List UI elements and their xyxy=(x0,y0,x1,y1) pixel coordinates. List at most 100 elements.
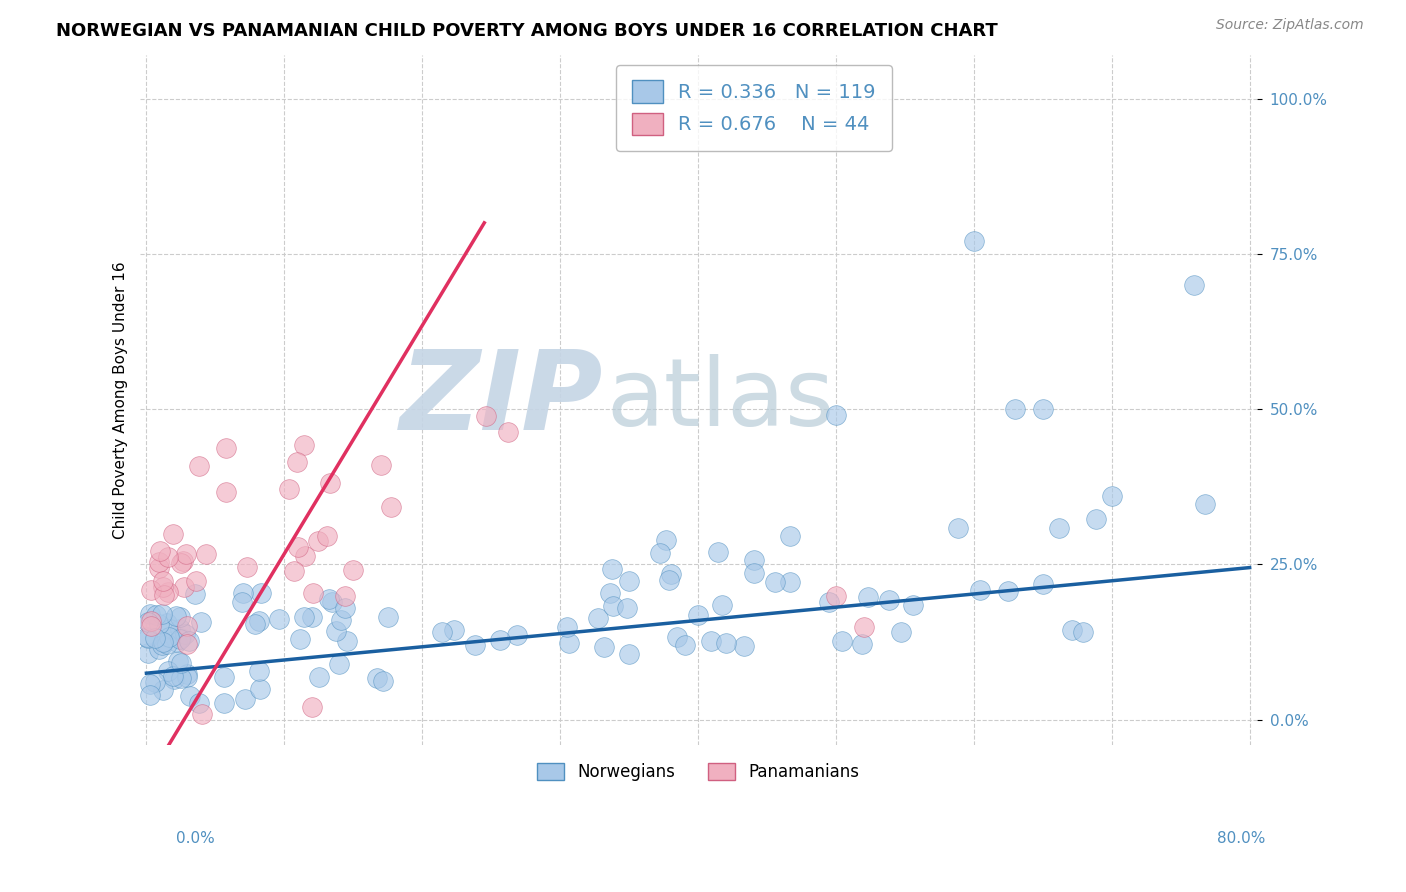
Point xyxy=(186,574,208,588)
Point xyxy=(156,615,179,630)
Point xyxy=(779,529,801,543)
Point xyxy=(659,567,682,582)
Point xyxy=(247,664,270,678)
Point xyxy=(152,635,174,649)
Point xyxy=(145,607,167,622)
Point xyxy=(851,638,873,652)
Text: 0.0%: 0.0% xyxy=(176,831,215,846)
Point xyxy=(159,622,181,636)
Point xyxy=(141,618,163,632)
Point xyxy=(247,614,270,628)
Point xyxy=(148,561,170,575)
Point xyxy=(176,670,198,684)
Point xyxy=(292,437,315,451)
Point xyxy=(157,630,180,644)
Point xyxy=(301,700,323,714)
Point xyxy=(170,671,193,685)
Point xyxy=(148,555,170,569)
Point xyxy=(328,657,350,671)
Point xyxy=(167,654,190,668)
Point xyxy=(329,613,352,627)
Point xyxy=(505,628,527,642)
Point xyxy=(380,500,402,514)
Legend: Norwegians, Panamanians: Norwegians, Panamanians xyxy=(530,756,866,788)
Point xyxy=(825,589,848,603)
Point xyxy=(287,540,309,554)
Point xyxy=(877,593,900,607)
Point xyxy=(267,612,290,626)
Point xyxy=(321,595,343,609)
Point xyxy=(370,458,392,473)
Point xyxy=(301,609,323,624)
Point xyxy=(619,648,641,662)
Point xyxy=(818,595,841,609)
Point xyxy=(666,630,689,644)
Point xyxy=(342,563,364,577)
Point xyxy=(152,607,174,621)
Point xyxy=(184,587,207,601)
Point xyxy=(285,455,308,469)
Point xyxy=(288,632,311,646)
Point xyxy=(190,706,212,721)
Point xyxy=(153,588,176,602)
Point xyxy=(946,521,969,535)
Point xyxy=(686,607,709,622)
Point xyxy=(443,623,465,637)
Point xyxy=(187,458,209,473)
Point xyxy=(655,533,678,548)
Point xyxy=(901,598,924,612)
Point xyxy=(139,677,162,691)
Point xyxy=(1071,624,1094,639)
Point xyxy=(169,610,191,624)
Point xyxy=(212,670,235,684)
Point xyxy=(139,582,162,597)
Point xyxy=(148,642,170,657)
Point xyxy=(593,640,616,654)
Point xyxy=(336,634,359,648)
Point xyxy=(249,585,271,599)
Point xyxy=(157,664,180,678)
Point xyxy=(1004,402,1026,417)
Point xyxy=(173,627,195,641)
Point xyxy=(139,688,162,702)
Point xyxy=(742,553,765,567)
Point xyxy=(1047,521,1070,535)
Point xyxy=(135,630,157,644)
Point xyxy=(214,696,236,710)
Point xyxy=(157,585,180,599)
Point xyxy=(294,549,316,564)
Point xyxy=(1062,624,1084,638)
Point xyxy=(377,610,399,624)
Point xyxy=(292,610,315,624)
Point xyxy=(149,544,172,558)
Point xyxy=(742,566,765,580)
Point xyxy=(616,601,638,615)
Point xyxy=(825,409,848,423)
Text: NORWEGIAN VS PANAMANIAN CHILD POVERTY AMONG BOYS UNDER 16 CORRELATION CHART: NORWEGIAN VS PANAMANIAN CHILD POVERTY AM… xyxy=(56,22,998,40)
Point xyxy=(464,638,486,652)
Point xyxy=(172,554,194,568)
Point xyxy=(1184,277,1206,292)
Point xyxy=(152,683,174,698)
Point xyxy=(195,547,218,561)
Point xyxy=(650,546,672,560)
Point xyxy=(617,574,640,589)
Point xyxy=(136,646,159,660)
Point xyxy=(307,533,329,548)
Point xyxy=(156,636,179,650)
Point xyxy=(138,631,160,645)
Point xyxy=(136,615,159,629)
Point xyxy=(319,476,342,491)
Point xyxy=(1032,402,1054,417)
Point xyxy=(152,580,174,594)
Point xyxy=(496,425,519,440)
Point xyxy=(176,637,198,651)
Point xyxy=(963,235,986,249)
Point xyxy=(278,482,301,496)
Point xyxy=(169,632,191,646)
Point xyxy=(148,617,170,632)
Point xyxy=(231,595,253,609)
Point xyxy=(1194,497,1216,511)
Point xyxy=(165,608,187,623)
Point xyxy=(856,590,879,604)
